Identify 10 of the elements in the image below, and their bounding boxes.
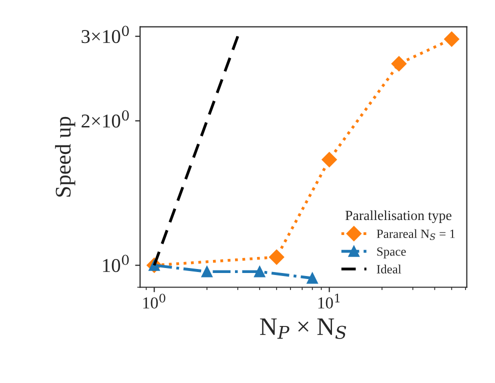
x-tick-label: 10$^{1}$ (318, 294, 340, 309)
y-tick-label: 10$^{0}$ (103, 254, 129, 272)
y-axis-title: Speed up (55, 116, 76, 197)
y-tick-label: 2×10$^{0}$ (82, 110, 129, 128)
legend-label: Parareal N$_{S}$ = 1 (376, 229, 455, 240)
x-axis-title: N$_{P}$ × N$_{S}$ (260, 318, 346, 340)
legend-label: Space (377, 247, 406, 258)
legend-title: Parallelisation type (345, 210, 452, 224)
legend-label: Ideal (376, 264, 402, 274)
y-tick-label: 3×10$^{0}$ (82, 26, 129, 44)
